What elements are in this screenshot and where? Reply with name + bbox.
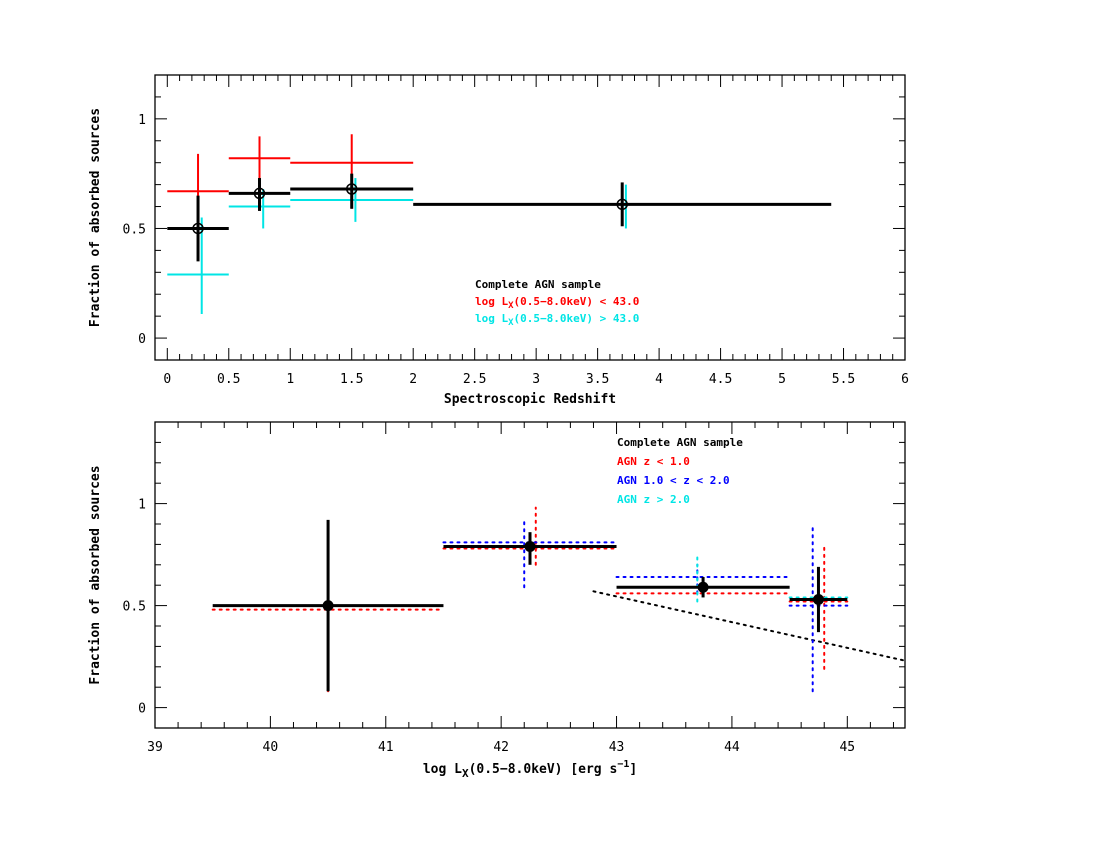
data-point-open xyxy=(345,183,358,195)
plot-frame xyxy=(154,74,906,361)
x-tick-label: 0 xyxy=(163,372,171,387)
legend-entry: AGN z > 2.0 xyxy=(617,493,690,506)
data-layer xyxy=(211,506,905,693)
y-axis-title: Fraction of absorbed sources xyxy=(88,465,103,684)
legend-entry: AGN 1.0 < z < 2.0 xyxy=(617,474,730,487)
x-tick-label: 42 xyxy=(493,740,509,755)
legend-entry: log LX(0.5−8.0keV) > 43.0 xyxy=(475,312,639,328)
x-tick-label: 4 xyxy=(655,372,663,387)
x-tick-label: 40 xyxy=(263,740,279,755)
x-tick-label: 41 xyxy=(378,740,394,755)
x-tick-label: 5.5 xyxy=(832,372,855,387)
data-point-open xyxy=(192,222,204,235)
legend-entry: AGN z < 1.0 xyxy=(617,455,690,468)
x-axis-title: log LX(0.5−8.0keV) [erg s−1] xyxy=(423,759,637,780)
x-axis-title: Spectroscopic Redshift xyxy=(444,392,616,407)
y-tick-label: 0 xyxy=(138,332,146,347)
y-tick-label: 0.5 xyxy=(123,222,146,237)
x-tick-label: 1.5 xyxy=(340,372,363,387)
legend-entry: Complete AGN sample xyxy=(617,436,743,449)
x-tick-label: 3 xyxy=(532,372,540,387)
x-tick-label: 44 xyxy=(724,740,740,755)
x-tick-label: 0.5 xyxy=(217,372,240,387)
top-panel: 0 0.5 1 1.5 2 2.5 3 3.5 4 4.5 5 5.5 6 0 0.5 1 Spectrosco… xyxy=(88,74,909,407)
y-tick-label: 1 xyxy=(138,113,146,128)
x-tick-label: 2.5 xyxy=(463,372,486,387)
legend-entry: Complete AGN sample xyxy=(475,278,601,291)
data-point-open xyxy=(253,187,266,200)
data-point-filled xyxy=(697,581,709,593)
data-point-filled xyxy=(322,600,334,612)
x-tick-label: 6 xyxy=(901,372,909,387)
x-tick-label: 2 xyxy=(409,372,417,387)
plot-frame xyxy=(154,421,906,729)
data-layer xyxy=(167,134,832,314)
y-axis-title: Fraction of absorbed sources xyxy=(88,108,103,327)
x-tick-label: 45 xyxy=(839,740,855,755)
legend-entry: log LX(0.5−8.0keV) < 43.0 xyxy=(475,295,639,311)
bottom-panel: 39 40 41 42 43 44 45 0 0.5 1 log LX(0.5−8.0keV) [e… xyxy=(88,421,906,780)
x-tick-label: 3.5 xyxy=(586,372,609,387)
y-tick-label: 0 xyxy=(138,702,146,717)
trend-line xyxy=(592,590,905,662)
y-tick-label: 0.5 xyxy=(123,600,146,615)
x-tick-label: 43 xyxy=(609,740,625,755)
x-tick-label: 39 xyxy=(147,740,163,755)
y-tick-label: 1 xyxy=(138,498,146,513)
x-tick-label: 5 xyxy=(778,372,786,387)
x-tick-label: 1 xyxy=(286,372,294,387)
x-tick-label: 4.5 xyxy=(709,372,732,387)
data-point-open xyxy=(616,198,628,211)
data-point-filled xyxy=(524,540,536,552)
data-point-filled xyxy=(812,593,824,605)
